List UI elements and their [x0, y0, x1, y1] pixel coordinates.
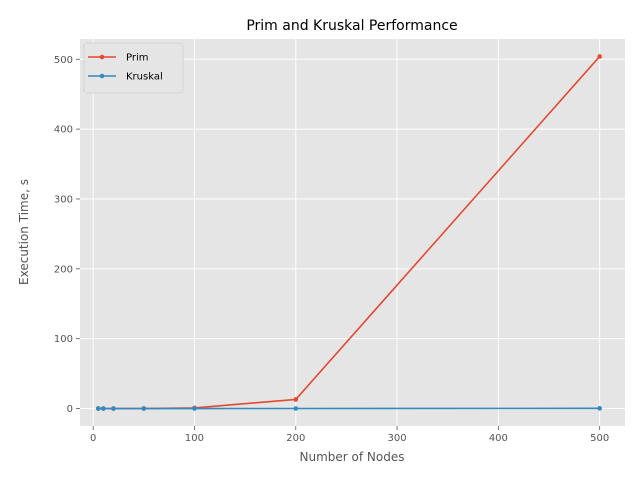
data-point-prim	[293, 397, 299, 402]
legend-marker-prim	[99, 54, 105, 60]
x-axis-title: Number of Nodes	[300, 450, 405, 464]
x-tick-label: 500	[590, 433, 609, 444]
ticks: 0 100 200 300 400 500 0 100 200 300 400 500	[54, 55, 609, 444]
y-tick-label: 200	[54, 264, 73, 275]
x-tick-label: 100	[185, 433, 204, 444]
y-tick-label: 300	[54, 194, 73, 205]
y-tick-label: 400	[54, 125, 73, 136]
y-tick-label: 0	[67, 404, 73, 415]
y-tick-label: 500	[54, 55, 73, 66]
legend-label-prim: Prim	[126, 53, 149, 64]
legend-marker-kruskal	[99, 73, 105, 79]
legend: Prim Kruskal	[83, 42, 184, 94]
data-point-kruskal	[192, 406, 197, 411]
chart-title: Prim and Kruskal Performance	[246, 18, 457, 34]
x-tick-label: 0	[90, 433, 96, 444]
data-point-kruskal	[597, 406, 602, 411]
y-axis-title: Execution Time, s	[17, 179, 31, 285]
data-point-kruskal	[141, 406, 147, 411]
x-tick-label: 200	[286, 433, 305, 444]
data-point-kruskal	[100, 406, 106, 411]
legend-box	[83, 42, 184, 94]
plot-area	[80, 39, 625, 426]
x-tick-label: 300	[388, 433, 407, 444]
x-tick-label: 400	[489, 433, 508, 444]
y-tick-label: 100	[54, 334, 73, 345]
data-point-kruskal	[111, 406, 116, 411]
series-layer	[95, 54, 602, 411]
series-kruskal	[95, 406, 602, 411]
data-point-kruskal	[293, 406, 299, 411]
legend-label-kruskal: Kruskal	[126, 72, 163, 83]
data-point-kruskal	[95, 406, 101, 411]
data-point-prim	[597, 54, 602, 59]
